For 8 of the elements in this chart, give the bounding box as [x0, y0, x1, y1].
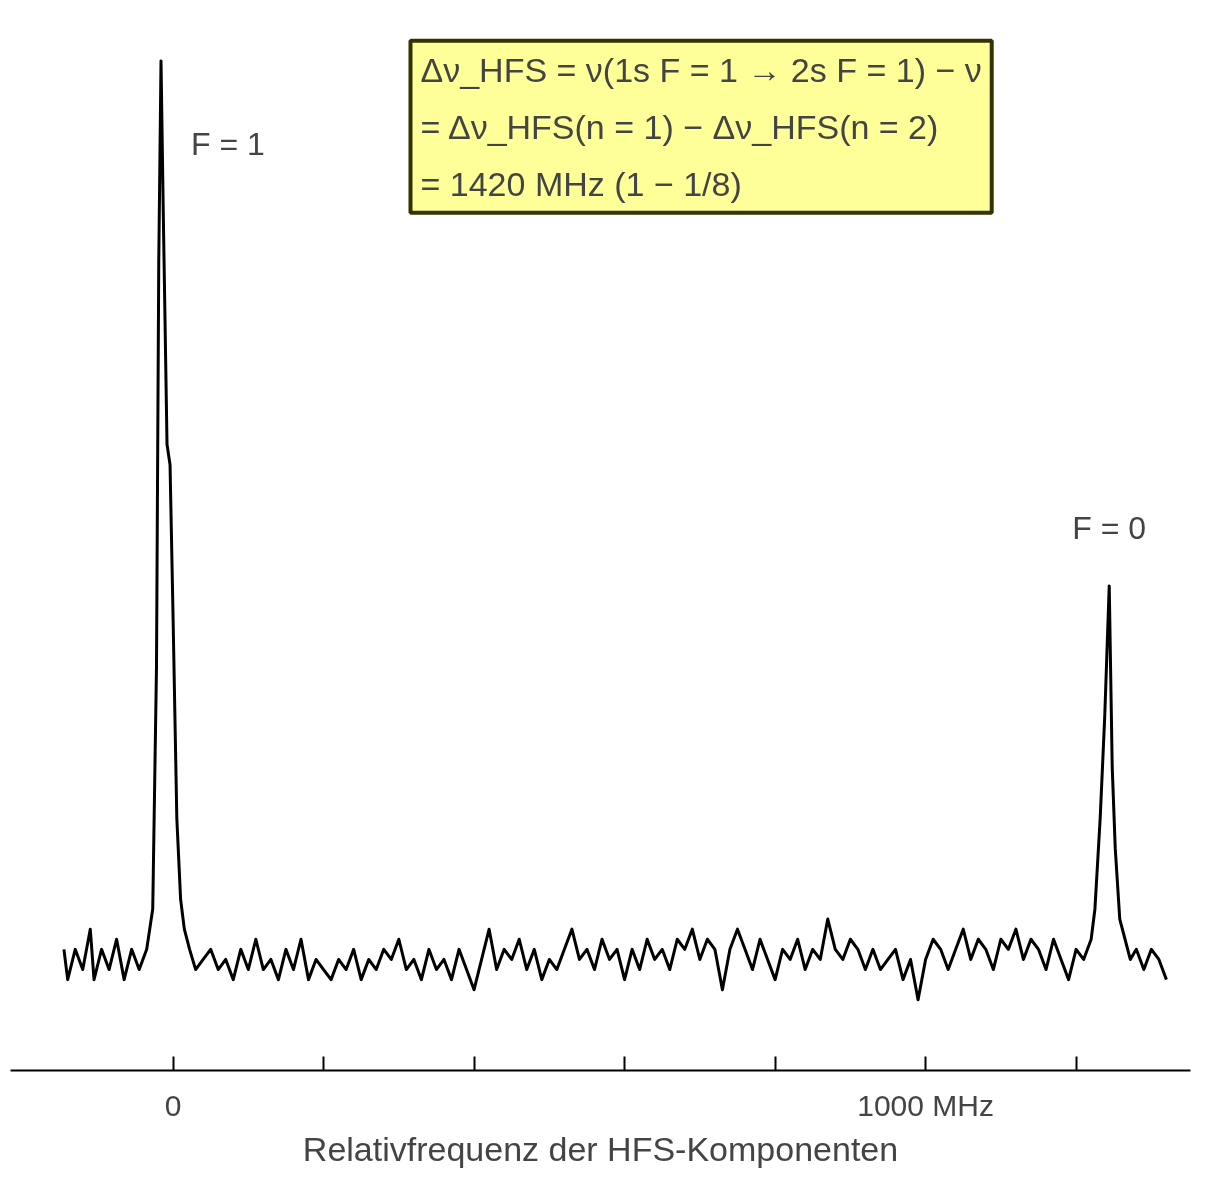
annotation: F = 0 [1072, 509, 1147, 546]
x-axis-title: Relativfrequenz der HFS-Komponenten [302, 1129, 899, 1168]
annotation: = Δν_HFS(n = 1) − Δν_HFS(n = 2) [420, 107, 939, 146]
annotation: F = 1 [191, 125, 265, 162]
x-tick-label: 0 [164, 1088, 182, 1122]
x-tick-label: 1000 MHz [857, 1088, 994, 1122]
annotation: = 1420 MHz (1 − 1/8) [420, 164, 742, 203]
annotation: Δν_HFS = ν(1s F = 1 → 2s F = 1) − ν [420, 50, 982, 89]
